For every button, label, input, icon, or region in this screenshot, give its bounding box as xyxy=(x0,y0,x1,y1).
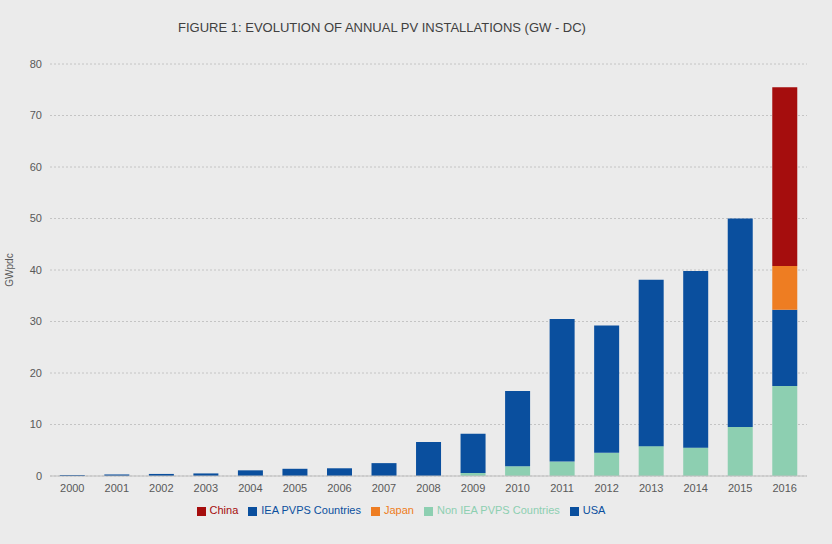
svg-text:2007: 2007 xyxy=(372,482,396,494)
svg-text:2016: 2016 xyxy=(772,482,796,494)
svg-text:60: 60 xyxy=(30,161,42,173)
html-text:IEA PVPS Countries: IEA PVPS Countries xyxy=(261,504,361,516)
html-text:China: China xyxy=(209,504,239,516)
svg-text:0: 0 xyxy=(36,470,42,482)
svg-text:GWpdc: GWpdc xyxy=(8,253,15,286)
svg-text:2009: 2009 xyxy=(461,482,485,494)
svg-text:2014: 2014 xyxy=(683,482,707,494)
svg-text:2003: 2003 xyxy=(194,482,218,494)
svg-text:2008: 2008 xyxy=(416,482,440,494)
svg-text:2005: 2005 xyxy=(283,482,307,494)
svg-text:2010: 2010 xyxy=(505,482,529,494)
svg-text:2011: 2011 xyxy=(550,482,574,494)
html-text:USA: USA xyxy=(582,504,606,516)
svg-text:10: 10 xyxy=(30,418,42,430)
svg-text:2006: 2006 xyxy=(327,482,351,494)
svg-text:20: 20 xyxy=(30,367,42,379)
svg-text:2002: 2002 xyxy=(149,482,173,494)
svg-text:70: 70 xyxy=(30,109,42,121)
svg-text:50: 50 xyxy=(30,212,42,224)
svg-text:80: 80 xyxy=(30,58,42,70)
svg-text:40: 40 xyxy=(30,264,42,276)
svg-text:2012: 2012 xyxy=(594,482,618,494)
svg-text:2000: 2000 xyxy=(60,482,84,494)
svg-text:2013: 2013 xyxy=(639,482,663,494)
html-text:Japan: Japan xyxy=(384,504,414,516)
html-text:FIGURE 1: EVOLUTION OF ANNUAL: FIGURE 1: EVOLUTION OF ANNUAL PV INSTALL… xyxy=(178,20,586,35)
svg-text:2004: 2004 xyxy=(238,482,262,494)
html-text:Non IEA PVPS Countries: Non IEA PVPS Countries xyxy=(436,504,560,516)
svg-text:2015: 2015 xyxy=(728,482,752,494)
svg-text:30: 30 xyxy=(30,315,42,327)
svg-text:2001: 2001 xyxy=(105,482,129,494)
